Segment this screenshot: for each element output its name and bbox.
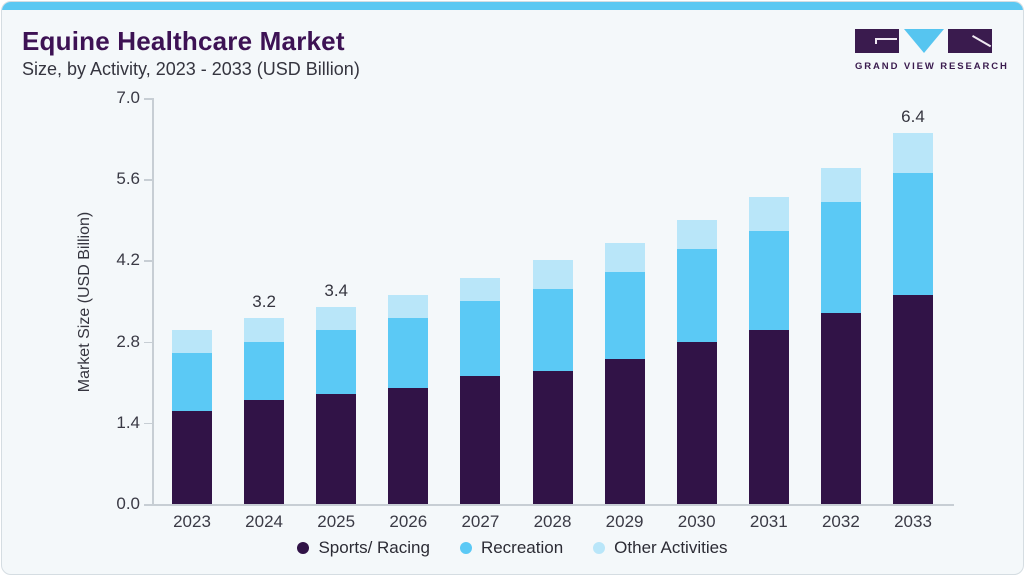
bar-segment-other-activities: [316, 306, 357, 330]
y-tick-mark: [144, 179, 152, 181]
bar-total-label: 3.4: [324, 280, 348, 300]
gvr-logo-g-icon: [855, 29, 899, 53]
y-tick-mark: [144, 422, 152, 425]
y-axis-line: [152, 98, 154, 504]
bar-segment-sports-racing: [604, 359, 645, 504]
y-tick-label: 2.8: [116, 331, 140, 351]
x-tick-label: 2024: [245, 512, 283, 531]
bar-segment-sports-racing: [893, 295, 933, 504]
y-tick-label: 7.0: [116, 88, 140, 107]
x-tick-label: 2030: [677, 512, 716, 531]
legend-swatch-icon: [593, 542, 606, 554]
bar-segment-recreation: [604, 272, 645, 359]
bar-segment-sports-racing: [676, 341, 717, 504]
bar-segment-recreation: [748, 231, 789, 330]
bar-segment-sports-racing: [244, 399, 285, 504]
bar-segment-other-activities: [388, 295, 429, 319]
bar-segment-sports-racing: [172, 411, 212, 504]
y-tick-mark: [144, 98, 152, 100]
bar-segment-recreation: [893, 173, 933, 296]
x-tick-label: 2026: [389, 512, 428, 531]
bar-segment-sports-racing: [532, 370, 573, 504]
x-tick-label: 2031: [749, 512, 788, 531]
legend-swatch-icon: [297, 542, 310, 554]
legend-item: Recreation: [459, 538, 564, 558]
bar-segment-sports-racing: [316, 393, 357, 504]
bar-segment-recreation: [820, 202, 861, 313]
x-tick-label: 2029: [605, 512, 644, 531]
bar-total-label: 3.2: [252, 292, 276, 312]
y-tick-label: 1.4: [116, 412, 140, 432]
y-tick-label: 5.6: [116, 169, 140, 189]
x-tick-label: 2032: [821, 512, 860, 531]
bar-segment-sports-racing: [460, 376, 501, 504]
chart-legend: Sports/ Racing Recreation Other Activities: [2, 538, 1023, 558]
bar-segment-recreation: [316, 330, 357, 394]
bar-segment-other-activities: [460, 277, 501, 301]
gvr-logo-mark: [855, 29, 1001, 54]
bar-segment-other-activities: [676, 219, 717, 249]
bar-segment-sports-racing: [748, 330, 789, 504]
gvr-logo-r-icon: [948, 29, 992, 53]
bar-segment-recreation: [388, 318, 429, 388]
grand-view-research-logo: GRAND VIEW RESEARCH: [855, 29, 1009, 72]
gvr-logo-v-icon: [903, 29, 944, 53]
bar-segment-other-activities: [820, 167, 861, 203]
x-tick-label: 2033: [894, 512, 932, 531]
bar-total-label: 6.4: [901, 106, 925, 126]
bar-segment-recreation: [676, 248, 717, 342]
legend-item: Other Activities: [593, 538, 728, 558]
page-subtitle: Size, by Activity, 2023 - 2033 (USD Bill…: [22, 59, 360, 79]
y-axis-title: Market Size (USD Billion): [76, 211, 93, 393]
gvr-logo-wordmark: GRAND VIEW RESEARCH: [855, 61, 1009, 72]
bar-segment-other-activities: [748, 196, 789, 232]
bar-segment-recreation: [460, 301, 501, 377]
y-tick-mark: [144, 341, 152, 344]
legend-label: Recreation: [480, 538, 564, 557]
page-title: Equine Healthcare Market: [22, 26, 345, 56]
bar-segment-other-activities: [893, 132, 933, 174]
legend-label: Sports/ Racing: [318, 538, 430, 557]
legend-item: Sports/ Racing: [297, 538, 430, 558]
bar-segment-other-activities: [532, 260, 573, 290]
bar-segment-other-activities: [604, 243, 645, 272]
bar-segment-other-activities: [244, 318, 285, 342]
bar-segment-sports-racing: [820, 312, 861, 504]
y-tick-label: 4.2: [116, 250, 140, 270]
x-tick-label: 2023: [173, 512, 211, 531]
bar-segment-other-activities: [172, 330, 212, 354]
bar-segment-recreation: [532, 289, 573, 371]
bar-segment-sports-racing: [388, 388, 429, 504]
y-tick-label: 0.0: [116, 494, 140, 513]
x-tick-label: 2025: [317, 512, 356, 531]
legend-swatch-icon: [459, 542, 472, 554]
bar-segment-recreation: [172, 353, 212, 412]
x-tick-label: 2027: [461, 512, 500, 531]
bar-segment-recreation: [244, 341, 285, 400]
y-tick-mark: [144, 260, 152, 262]
y-tick-mark: [144, 504, 152, 506]
x-tick-label: 2028: [533, 512, 572, 531]
accent-strip: [2, 2, 1023, 10]
x-axis-line: [144, 504, 954, 506]
legend-label: Other Activities: [614, 538, 728, 557]
